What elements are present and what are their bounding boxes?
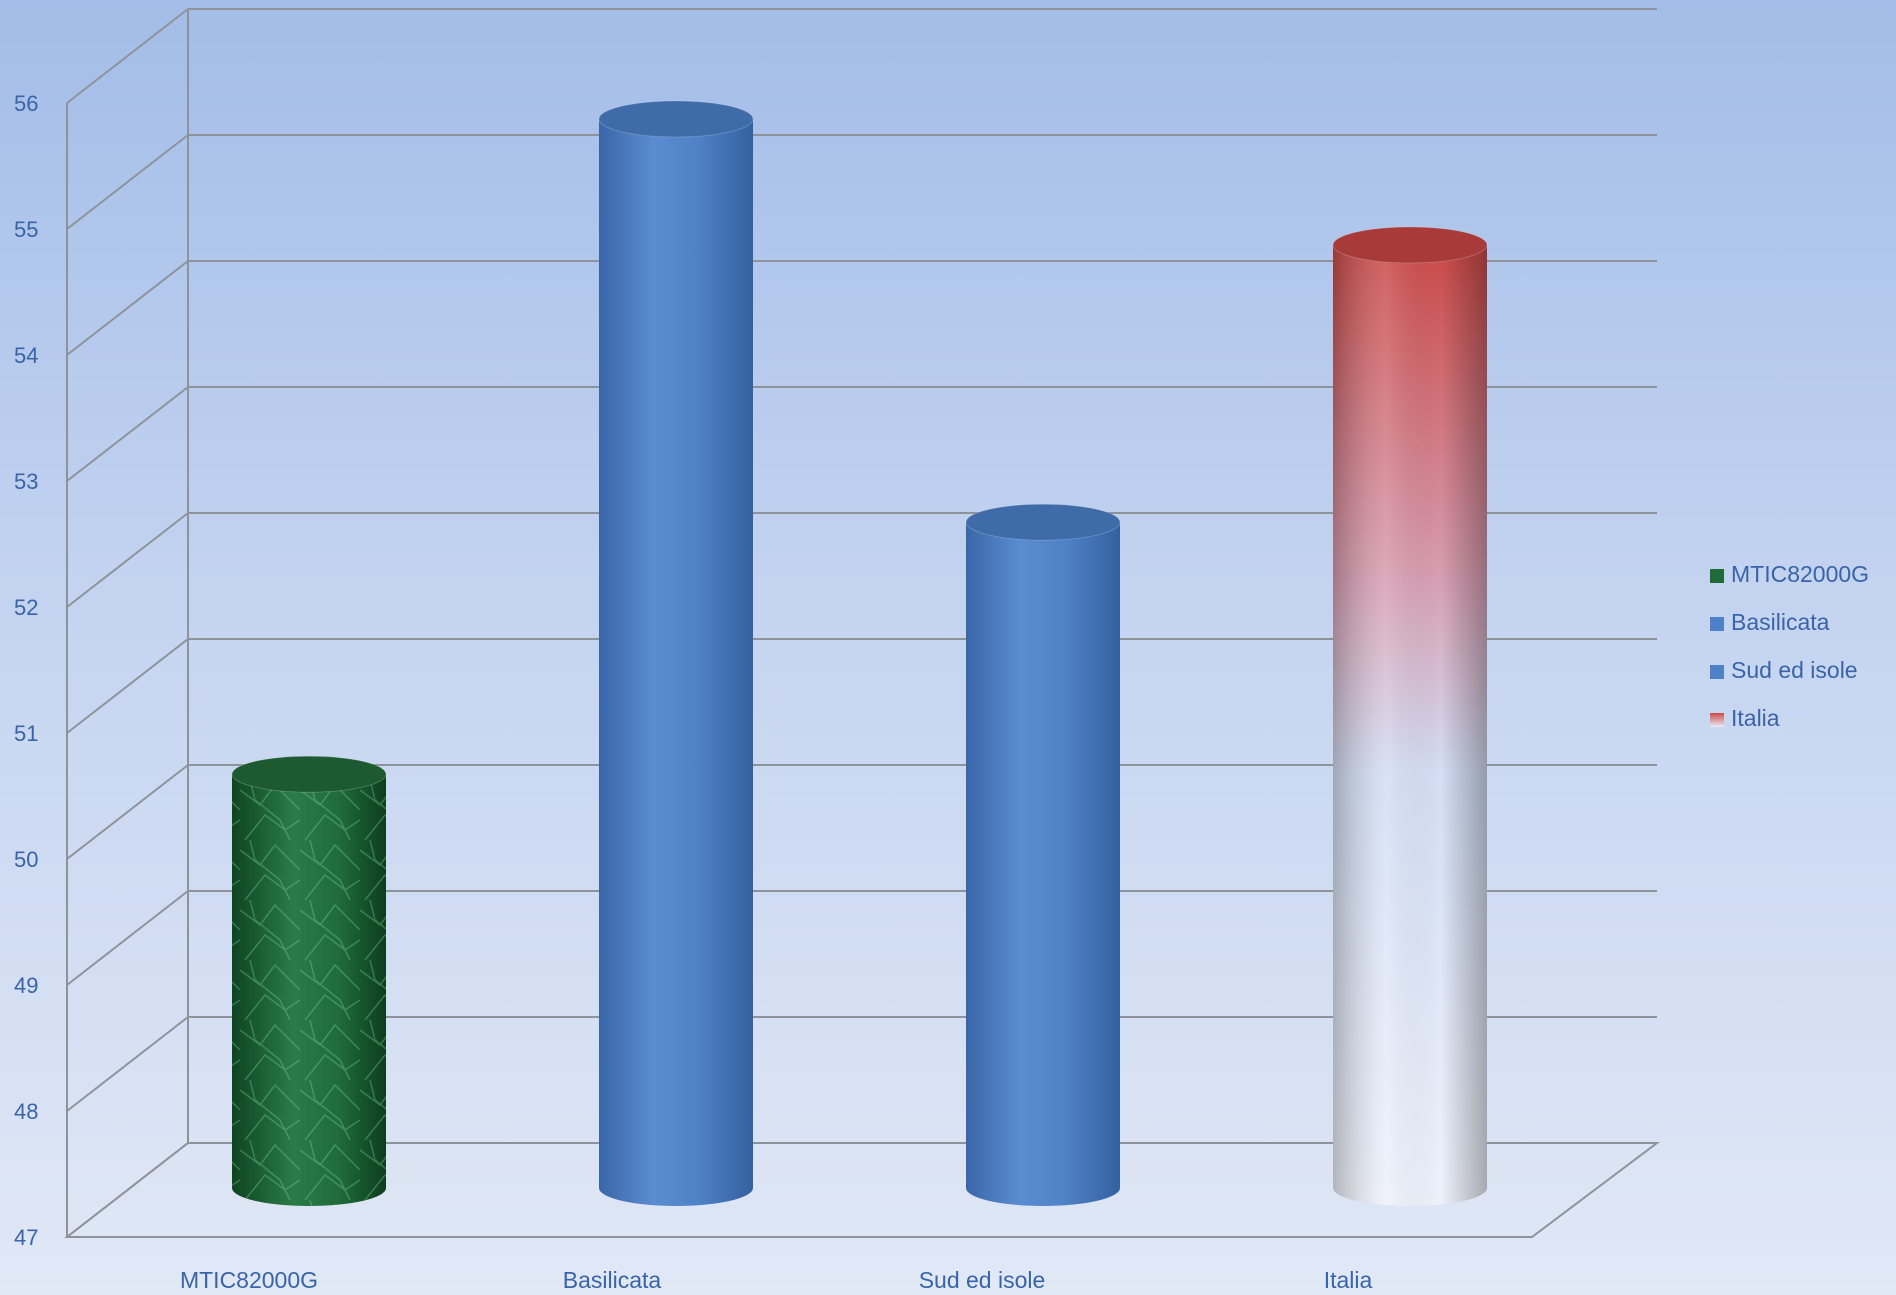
- legend-swatch: [1710, 569, 1724, 583]
- gridline-side: [66, 638, 189, 734]
- y-tick-label: 50: [14, 847, 38, 872]
- y-tick-label: 54: [14, 343, 38, 368]
- y-axis: 47 48 49 50 51 52 53 54 55 56: [14, 91, 38, 1250]
- bar-sud-ed-isole: [965, 503, 1121, 1206]
- bar-body: [599, 119, 753, 1206]
- gridline-side: [66, 134, 189, 230]
- legend-label: Basilicata: [1731, 609, 1830, 635]
- y-tick-label: 52: [14, 595, 38, 620]
- x-axis-labels: MTIC82000G Basilicata Sud ed isole Italia: [180, 1267, 1373, 1293]
- bar-top: [965, 503, 1121, 541]
- gridline-side: [66, 260, 189, 356]
- legend-label: MTIC82000G: [1731, 561, 1869, 587]
- bar-top: [231, 755, 387, 793]
- x-tick-label: Sud ed isole: [919, 1267, 1046, 1293]
- bar-italia: [1332, 226, 1488, 1206]
- gridline-side: [66, 890, 189, 986]
- legend-label: Italia: [1731, 705, 1780, 731]
- gridline-side: [66, 764, 189, 860]
- legend-label: Sud ed isole: [1731, 657, 1858, 683]
- legend: MTIC82000G Basilicata Sud ed isole Italia: [1710, 561, 1869, 731]
- gridline-side: [66, 512, 189, 608]
- bar-shade: [1333, 245, 1487, 1206]
- chart-floor: [64, 1142, 1660, 1238]
- y-tick-label: 55: [14, 217, 38, 242]
- y-tick-label: 56: [14, 91, 38, 116]
- y-tick-label: 53: [14, 469, 38, 494]
- gridline-side: [66, 8, 189, 104]
- bar-top: [1332, 226, 1488, 264]
- bar-basilicata: [598, 100, 754, 1206]
- y-tick-label: 47: [14, 1225, 38, 1250]
- bars: [231, 100, 1488, 1206]
- x-tick-label: Basilicata: [563, 1267, 662, 1293]
- gridline-side: [66, 386, 189, 482]
- legend-swatch: [1710, 617, 1724, 631]
- x-tick-label: MTIC82000G: [180, 1267, 318, 1293]
- bar-top: [598, 100, 754, 138]
- y-tick-label: 48: [14, 1099, 38, 1124]
- bar-body: [966, 522, 1120, 1206]
- legend-swatch: [1710, 713, 1724, 727]
- y-tick-label: 51: [14, 721, 38, 746]
- bar-texture: [232, 774, 386, 1206]
- bar-mtic82000g: [231, 755, 387, 1206]
- x-tick-label: Italia: [1324, 1267, 1373, 1293]
- y-tick-label: 49: [14, 973, 38, 998]
- gridline-side: [66, 1016, 189, 1112]
- legend-swatch: [1710, 665, 1724, 679]
- gridlines: [64, 8, 1660, 1238]
